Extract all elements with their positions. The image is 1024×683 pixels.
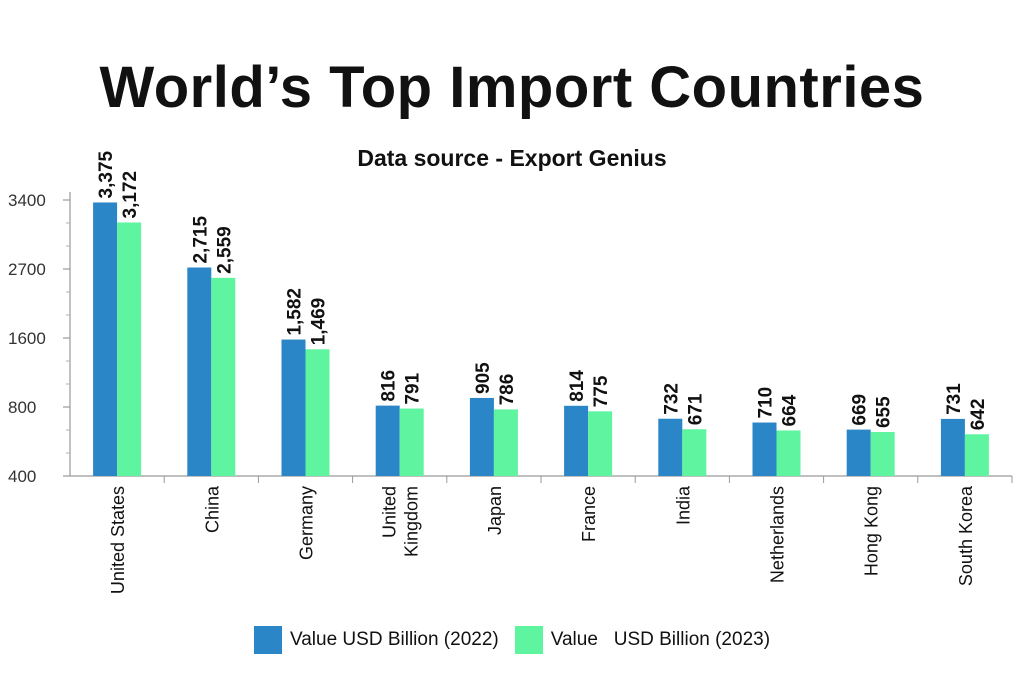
- chart-title: World’s Top Import Countries: [99, 55, 925, 120]
- bar-2022: [658, 418, 683, 476]
- data-label-2022: 710: [756, 387, 777, 419]
- bar-2023: [964, 434, 989, 476]
- data-label-2022: 2,715: [190, 216, 211, 264]
- data-label-2023: 664: [780, 394, 801, 426]
- bar-2023: [211, 277, 236, 476]
- y-tick-label: 3400: [8, 191, 46, 210]
- bar-2022: [752, 422, 777, 476]
- data-label-2023: 671: [685, 393, 706, 425]
- data-label-2023: 642: [968, 399, 989, 431]
- data-label-2022: 732: [661, 383, 682, 415]
- category-label: France: [579, 486, 599, 542]
- category-label: Japan: [485, 486, 505, 535]
- data-label-2022: 905: [473, 362, 494, 394]
- category-label: South Korea: [956, 485, 976, 586]
- y-tick-label: 1600: [8, 329, 46, 348]
- data-label-2023: 791: [403, 372, 424, 404]
- data-label-2023: 1,469: [309, 298, 330, 346]
- category-labels: United States China Germany United Kingdom Ja…: [108, 485, 976, 594]
- legend: Value USD Billion (2022) Value USD Billi…: [0, 626, 1024, 654]
- data-label-2022: 731: [944, 383, 965, 415]
- data-label-2022: 3,375: [96, 150, 117, 198]
- y-tick-label: 2700: [8, 260, 46, 279]
- bars: [93, 202, 989, 476]
- category-label: Netherlands: [768, 486, 788, 583]
- bar-2023: [493, 409, 518, 476]
- chart-subtitle: Data source - Export Genius: [357, 145, 667, 171]
- category-label: Kingdom: [402, 486, 422, 557]
- category-label: Hong Kong: [862, 486, 882, 576]
- bar-2023: [682, 429, 707, 476]
- y-tick-label: 400: [8, 467, 36, 486]
- category-label: China: [202, 485, 222, 533]
- bar-2022: [469, 397, 494, 476]
- bar-2022: [564, 405, 589, 476]
- bar-2023: [117, 222, 142, 476]
- data-label-2023: 2,559: [214, 226, 235, 274]
- data-label-2023: 775: [591, 375, 612, 407]
- category-label: United States: [108, 486, 128, 594]
- bar-2023: [588, 411, 613, 476]
- category-label: Germany: [297, 486, 317, 560]
- bar-2022: [375, 405, 400, 476]
- legend-swatch-2023: [514, 626, 543, 654]
- bar-2022: [93, 202, 118, 476]
- bar-2023: [399, 408, 424, 476]
- axes: 400 800 1600 2700 3400: [8, 191, 1013, 486]
- data-label-2023: 655: [874, 396, 895, 428]
- bar-2023: [776, 430, 801, 476]
- y-tick-label: 800: [8, 398, 36, 417]
- bar-2022: [281, 339, 306, 476]
- data-label-2023: 3,172: [120, 171, 141, 219]
- bar-2022: [940, 418, 965, 476]
- data-label-2022: 816: [379, 370, 400, 402]
- data-label-2022: 814: [567, 370, 588, 402]
- data-label-2022: 669: [850, 394, 871, 426]
- legend-label-2023: Value USD Billion (2023): [550, 629, 771, 650]
- bar-2023: [870, 432, 895, 476]
- legend-swatch-2022: [253, 626, 282, 654]
- category-label: United: [380, 486, 400, 538]
- data-label-2023: 786: [497, 374, 518, 406]
- bar-2023: [305, 349, 330, 476]
- legend-label-2022: Value USD Billion (2022): [289, 629, 499, 650]
- bar-2022: [187, 267, 212, 476]
- legend-item-2023: Value USD Billion (2023): [514, 626, 771, 654]
- bar-2022: [846, 429, 871, 476]
- data-label-2022: 1,582: [285, 288, 306, 336]
- legend-item-2022: Value USD Billion (2022): [253, 626, 499, 654]
- category-label: India: [673, 485, 693, 525]
